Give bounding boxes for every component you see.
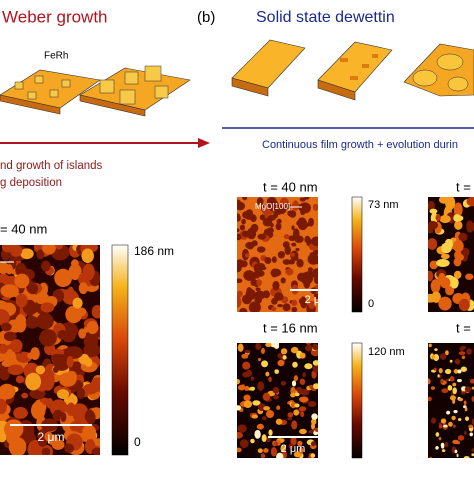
colorbar-min: 0 <box>134 435 141 449</box>
thickness-label: = 40 nm <box>0 221 47 236</box>
colorbar <box>351 342 363 459</box>
thickness-label: t = 16 nm <box>263 320 318 335</box>
panel-b-title: Solid state dewettin <box>256 9 395 26</box>
afm-image <box>0 245 100 455</box>
island-label: FeRh <box>44 51 68 62</box>
caption-line: nd growth of islands <box>0 160 103 172</box>
panel-a-title: Weber growth <box>2 7 108 26</box>
slab-illustration <box>231 39 474 101</box>
caption: Continuous film growth + evolution durin <box>262 139 458 151</box>
thickness-label: t = 40 nm <box>263 179 318 194</box>
scalebar-label: 2 μm <box>305 294 330 306</box>
thickness-label: t = <box>456 179 471 194</box>
afm-image <box>237 343 318 458</box>
arrow-head <box>198 138 210 148</box>
scalebar-label: 2 μm <box>281 443 306 455</box>
colorbar-min: 0 <box>368 298 374 310</box>
direction-label: MgO[100] <box>255 202 290 211</box>
caption-line: g deposition <box>0 177 62 189</box>
afm-image <box>428 197 474 312</box>
afm-image <box>428 343 474 458</box>
scalebar-label: 2 μm <box>38 430 65 444</box>
colorbar-max: 120 nm <box>368 346 405 358</box>
colorbar <box>111 244 129 456</box>
colorbar <box>351 196 363 313</box>
thickness-label: t = <box>456 320 471 335</box>
slab-illustration <box>0 65 191 117</box>
afm-image <box>237 197 318 312</box>
colorbar-max: 73 nm <box>368 199 399 211</box>
panel-label: (b) <box>197 9 215 26</box>
colorbar-max: 186 nm <box>134 244 174 258</box>
